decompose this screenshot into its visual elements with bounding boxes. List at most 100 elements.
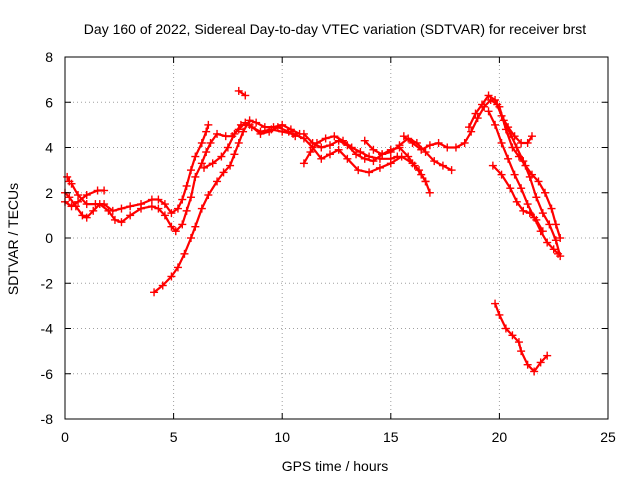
data-point-marker	[110, 215, 119, 224]
data-point-marker	[417, 145, 426, 154]
series-trace	[63, 121, 431, 233]
data-point-marker	[223, 143, 232, 152]
data-point-marker	[82, 213, 91, 222]
data-point-marker	[182, 206, 191, 215]
data-point-marker	[527, 170, 536, 179]
data-point-marker	[473, 114, 482, 123]
data-point-marker	[532, 215, 541, 224]
data-point-marker	[421, 177, 430, 186]
data-point-marker	[265, 127, 274, 136]
data-point-marker	[386, 154, 395, 163]
data-point-marker	[82, 200, 91, 209]
data-point-marker	[501, 324, 510, 333]
data-point-marker	[330, 132, 339, 141]
series-track-12	[488, 161, 547, 236]
data-point-marker	[167, 272, 176, 281]
data-point-marker	[438, 161, 447, 170]
data-point-marker	[208, 159, 217, 168]
data-point-marker	[378, 150, 387, 159]
series-track-4	[150, 116, 304, 297]
data-series-layer	[61, 86, 565, 376]
data-point-marker	[167, 209, 176, 218]
data-point-marker	[217, 152, 226, 161]
y-tick-label: 2	[45, 185, 53, 201]
data-point-marker	[386, 148, 395, 157]
data-point-marker	[299, 159, 308, 168]
data-point-marker	[186, 166, 195, 175]
data-point-marker	[245, 120, 254, 129]
data-point-marker	[236, 120, 245, 129]
data-point-marker	[523, 200, 532, 209]
plot-frame	[64, 56, 609, 420]
data-point-marker	[491, 120, 500, 129]
data-point-marker	[317, 154, 326, 163]
series-track-2	[61, 186, 109, 211]
data-point-marker	[230, 150, 239, 159]
data-point-marker	[191, 152, 200, 161]
data-point-marker	[501, 125, 510, 134]
data-point-marker	[108, 206, 117, 215]
data-point-marker	[497, 138, 506, 147]
y-tick-label: 8	[45, 49, 53, 65]
series-track-11	[484, 107, 563, 258]
data-point-marker	[395, 141, 404, 150]
data-point-marker	[100, 186, 109, 195]
series-trace	[467, 94, 534, 145]
data-point-marker	[126, 202, 135, 211]
data-point-marker	[117, 218, 126, 227]
data-point-marker	[506, 184, 515, 193]
series-trace	[70, 123, 210, 215]
y-tick-label: 0	[45, 230, 53, 246]
data-point-marker	[284, 127, 293, 136]
data-point-marker	[171, 227, 180, 236]
data-point-marker	[230, 129, 239, 138]
data-point-marker	[504, 154, 513, 163]
data-point-marker	[234, 86, 243, 95]
data-point-marker	[393, 152, 402, 161]
data-point-marker	[447, 166, 456, 175]
series-track-14	[491, 299, 552, 376]
data-point-marker	[197, 159, 206, 168]
data-point-marker	[404, 152, 413, 161]
data-point-marker	[154, 195, 163, 204]
data-point-marker	[508, 331, 517, 340]
data-point-marker	[375, 154, 384, 163]
data-point-marker	[252, 118, 261, 127]
data-point-marker	[89, 206, 98, 215]
data-point-marker	[204, 120, 213, 129]
data-point-marker	[197, 204, 206, 213]
data-point-marker	[325, 150, 334, 159]
data-point-marker	[484, 107, 493, 116]
data-point-marker	[517, 184, 526, 193]
series-trace	[153, 119, 301, 294]
data-point-marker	[200, 163, 209, 172]
data-point-marker	[65, 193, 74, 202]
series-track-16	[234, 86, 250, 100]
data-point-marker	[512, 197, 521, 206]
data-point-marker	[484, 91, 493, 100]
data-point-marker	[339, 136, 348, 145]
data-point-marker	[239, 127, 248, 136]
data-point-marker	[321, 134, 330, 143]
data-point-marker	[491, 299, 500, 308]
data-point-marker	[137, 200, 146, 209]
data-point-marker	[478, 100, 487, 109]
data-point-marker	[317, 143, 326, 152]
series-trace	[491, 164, 544, 233]
data-point-marker	[197, 138, 206, 147]
data-point-marker	[117, 204, 126, 213]
x-axis-label: GPS time / hours	[282, 458, 389, 474]
x-tick-label: 20	[492, 429, 508, 445]
x-tick-label: 0	[61, 429, 69, 445]
data-point-marker	[91, 200, 100, 209]
series-trace	[202, 123, 297, 169]
data-point-marker	[347, 143, 356, 152]
y-tick-label: -2	[41, 275, 54, 291]
data-point-marker	[213, 177, 222, 186]
data-point-marker	[527, 132, 536, 141]
data-point-marker	[100, 200, 109, 209]
data-point-marker	[417, 170, 426, 179]
data-point-marker	[523, 138, 532, 147]
data-point-marker	[126, 211, 135, 220]
